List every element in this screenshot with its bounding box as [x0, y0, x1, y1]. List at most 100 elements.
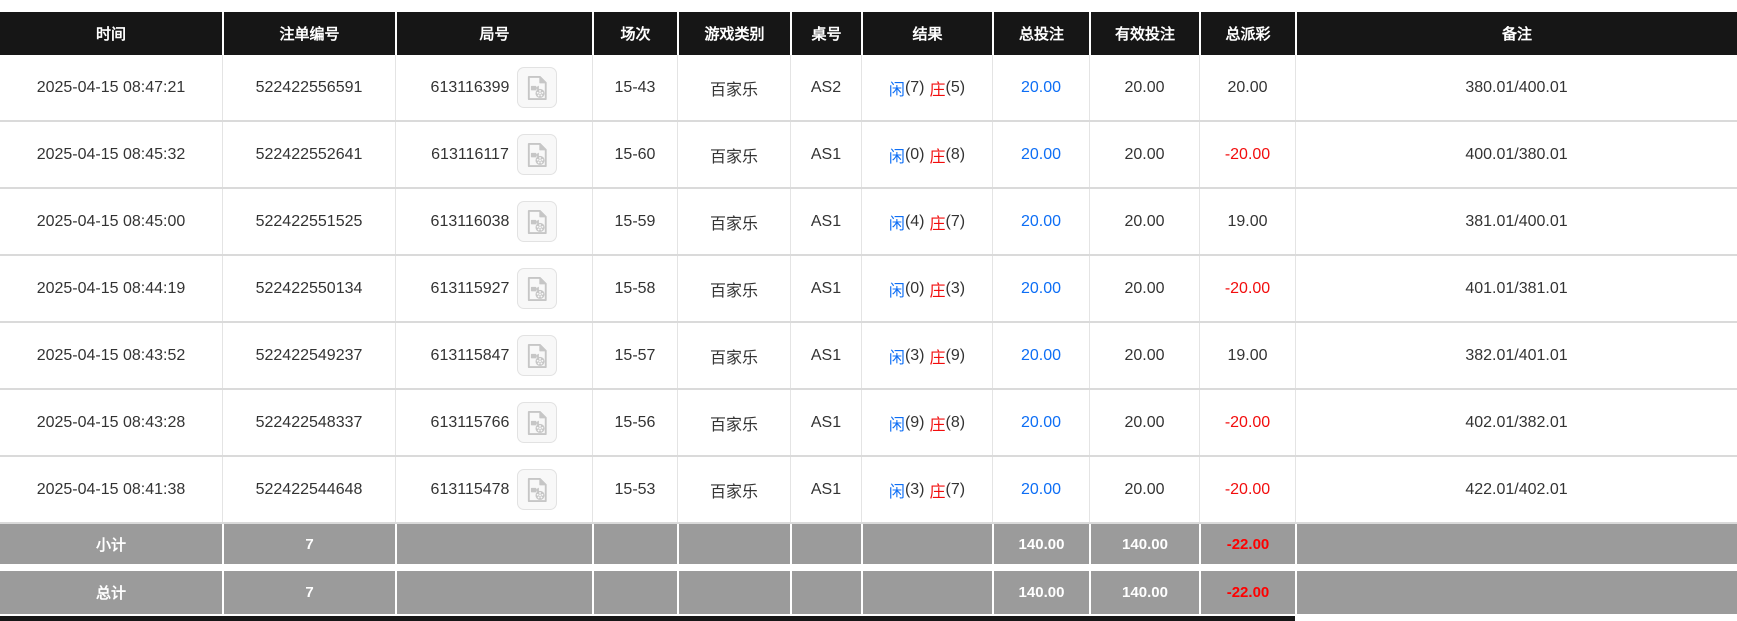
summary-label-cell: 小计 — [95, 536, 126, 554]
summary-label-cell: 总计 — [95, 585, 126, 602]
summary-row-grandtotal: 总计 7 140.00 140.00 -22.00 — [0, 564, 1737, 614]
total-bet-link[interactable]: 20.00 — [1020, 279, 1062, 297]
cell-bet-id: 522422556591 — [222, 55, 395, 120]
table-row: 2025-04-15 08:43:28 522422548337 6131157… — [0, 390, 1737, 457]
video-file-icon — [527, 142, 547, 167]
cell-result: 闲 (0) 庄 (3) — [861, 256, 992, 321]
cell-session: 15-58 — [592, 256, 677, 321]
cell-result: 闲 (7) 庄 (5) — [861, 55, 992, 120]
player-result-score: (0) — [904, 279, 925, 297]
cell-table-no: AS1 — [790, 189, 861, 254]
cell-valid-bet: 20.00 — [1089, 55, 1199, 120]
cell-total-bet: 20.00 — [992, 457, 1089, 522]
table-row: 2025-04-15 08:45:32 522422552641 6131161… — [0, 122, 1737, 189]
total-bet-link[interactable]: 20.00 — [1020, 145, 1062, 163]
player-result-label: 闲 — [888, 416, 905, 434]
cell-valid-bet: 20.00 — [1089, 189, 1199, 254]
summary-remark-cell — [1295, 571, 1737, 614]
video-replay-button[interactable] — [517, 469, 558, 510]
table-row: 2025-04-15 08:43:52 522422549237 6131158… — [0, 323, 1737, 390]
video-file-icon — [528, 477, 548, 502]
banker-result-label: 庄 — [929, 483, 946, 501]
banker-result-score: (9) — [945, 346, 966, 364]
column-header-result: 结果 — [861, 12, 992, 55]
cell-result: 闲 (3) 庄 (7) — [861, 457, 992, 522]
cell-remark: 382.01/401.01 — [1295, 323, 1737, 388]
table-header-row: 时间 注单编号 局号 场次 游戏类别 桌号 结果 总投注 有效投注 总派彩 备注 — [0, 12, 1737, 55]
player-result-label: 闲 — [888, 483, 905, 501]
cell-game-type: 百家乐 — [677, 55, 790, 120]
column-header-round_id: 局号 — [395, 12, 592, 55]
table-summary: 小计 7 140.00 140.00 -22.00 总计 7 140.00 14… — [0, 524, 1737, 614]
cell-remark: 422.01/402.01 — [1295, 457, 1737, 522]
cell-remark: 400.01/380.01 — [1295, 122, 1737, 187]
total-bet-link[interactable]: 20.00 — [1020, 480, 1062, 498]
summary-total-bet-cell: 140.00 — [992, 524, 1089, 564]
column-header-time: 时间 — [95, 26, 126, 43]
banker-result-label: 庄 — [929, 282, 946, 300]
banker-result-score: (7) — [945, 212, 966, 230]
summary-remark-cell — [1295, 524, 1737, 564]
summary-valid-bet-cell: 140.00 — [1089, 571, 1199, 614]
video-replay-button[interactable] — [517, 335, 558, 376]
cell-valid-bet: 20.00 — [1089, 323, 1199, 388]
cell-time: 2025-04-15 08:43:52 — [36, 346, 186, 364]
cell-round-id: 613115847 — [395, 323, 592, 388]
cell-remark: 380.01/400.01 — [1295, 55, 1737, 120]
banker-result-label: 庄 — [929, 148, 946, 166]
video-file-icon — [528, 75, 548, 100]
cell-table-no: AS1 — [790, 390, 861, 455]
banker-result-label: 庄 — [929, 416, 946, 434]
total-bet-link[interactable]: 20.00 — [1020, 78, 1062, 96]
banker-result-label: 庄 — [929, 215, 946, 233]
cell-bet-id: 522422544648 — [222, 457, 395, 522]
cell-time: 2025-04-15 08:45:00 — [36, 212, 186, 230]
player-result-label: 闲 — [888, 349, 905, 367]
cell-valid-bet: 20.00 — [1089, 122, 1199, 187]
player-result-score: (0) — [904, 145, 925, 163]
cell-session: 15-60 — [592, 122, 677, 187]
video-replay-button[interactable] — [517, 268, 558, 309]
banker-result-score: (5) — [945, 78, 966, 96]
video-replay-button[interactable] — [517, 67, 558, 108]
banker-result-score: (8) — [945, 145, 966, 163]
cell-valid-bet: 20.00 — [1089, 256, 1199, 321]
cell-total-bet: 20.00 — [992, 55, 1089, 120]
cell-total-payout: 19.00 — [1199, 323, 1295, 388]
column-header-total_payout: 总派彩 — [1199, 12, 1295, 55]
player-result-score: (4) — [904, 212, 925, 230]
cell-bet-id: 522422552641 — [222, 122, 395, 187]
cell-total-payout: 19.00 — [1199, 189, 1295, 254]
video-replay-button[interactable] — [517, 201, 558, 242]
table-row: 2025-04-15 08:44:19 522422550134 6131159… — [0, 256, 1737, 323]
cell-game-type: 百家乐 — [677, 323, 790, 388]
column-header-session: 场次 — [592, 12, 677, 55]
cell-game-type: 百家乐 — [677, 457, 790, 522]
cell-total-bet: 20.00 — [992, 323, 1089, 388]
cell-time: 2025-04-15 08:43:28 — [36, 413, 186, 431]
cell-total-payout: -20.00 — [1199, 390, 1295, 455]
total-bet-link[interactable]: 20.00 — [1020, 346, 1062, 364]
cell-total-payout: -20.00 — [1199, 256, 1295, 321]
table-body: 2025-04-15 08:47:21 522422556591 6131163… — [0, 55, 1737, 524]
cell-round-id: 613115766 — [395, 390, 592, 455]
video-replay-button[interactable] — [517, 402, 558, 443]
total-bet-link[interactable]: 20.00 — [1020, 413, 1062, 431]
player-result-label: 闲 — [888, 81, 905, 99]
cell-session: 15-43 — [592, 55, 677, 120]
video-file-icon — [528, 410, 548, 435]
column-header-table_no: 桌号 — [790, 12, 861, 55]
total-bet-link[interactable]: 20.00 — [1020, 212, 1062, 230]
cell-total-payout: 20.00 — [1199, 55, 1295, 120]
player-result-score: (3) — [904, 346, 925, 364]
banker-result-label: 庄 — [929, 81, 946, 99]
cell-bet-id: 522422549237 — [222, 323, 395, 388]
cell-time: 2025-04-15 08:41:38 — [36, 480, 186, 498]
table-row: 2025-04-15 08:47:21 522422556591 6131163… — [0, 55, 1737, 122]
cell-session: 15-59 — [592, 189, 677, 254]
table-row: 2025-04-15 08:45:00 522422551525 6131160… — [0, 189, 1737, 256]
column-header-bet_id: 注单编号 — [222, 12, 395, 55]
summary-total-payout-cell: -22.00 — [1199, 524, 1295, 564]
cell-game-type: 百家乐 — [677, 256, 790, 321]
video-replay-button[interactable] — [516, 134, 557, 175]
